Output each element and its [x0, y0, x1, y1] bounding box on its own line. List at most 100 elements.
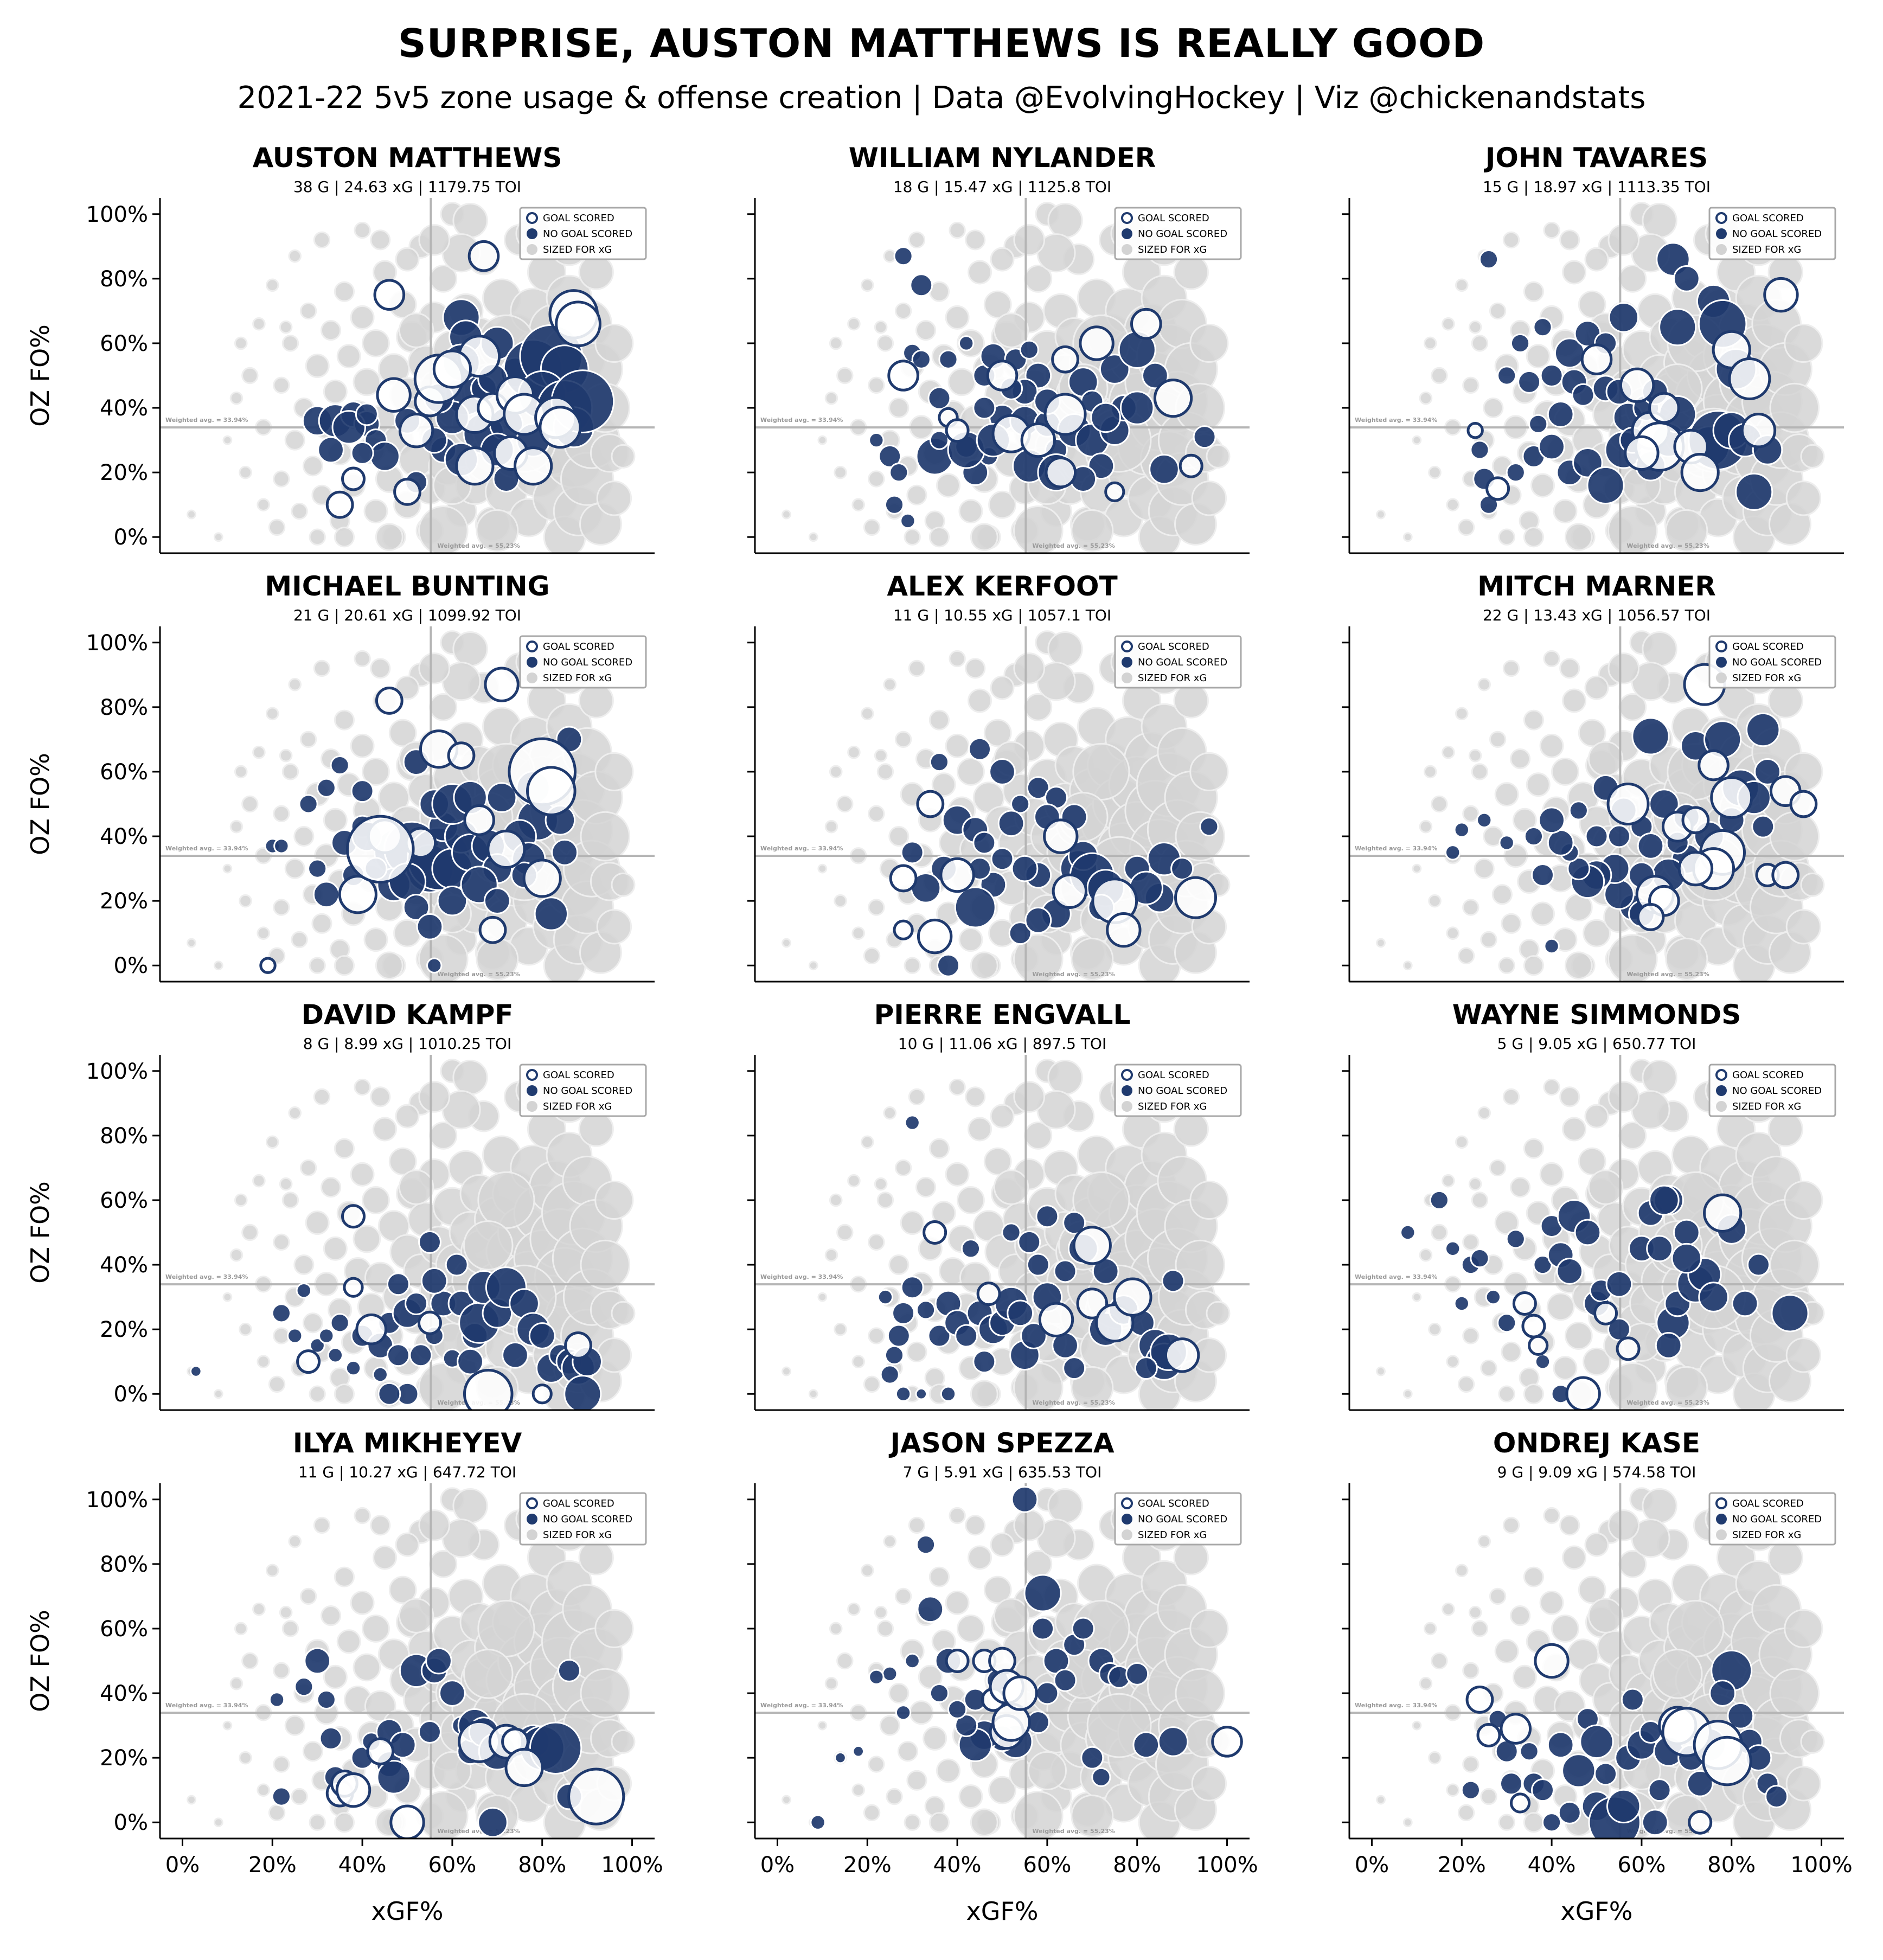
- league-dot: [1800, 872, 1825, 897]
- goal-point: [1072, 1226, 1112, 1265]
- league-dot: [1587, 1598, 1624, 1634]
- league-dot: [578, 683, 614, 719]
- legend-sized-label: SIZED FOR xG: [1138, 672, 1207, 684]
- league-dot: [281, 763, 299, 780]
- player-panel: Weighted avg. = 33.94%Weighted avg. = 55…: [25, 571, 655, 983]
- league-dot: [883, 677, 897, 691]
- league-dot: [398, 312, 434, 348]
- legend: GOAL SCORED NO GOAL SCORED SIZED FOR xG: [1708, 1064, 1836, 1117]
- league-dot: [860, 1135, 874, 1149]
- league-dot: [353, 1653, 381, 1682]
- player-stats: 38 G | 24.63 xG | 1179.75 TOI: [293, 178, 521, 196]
- league-dot: [279, 1605, 293, 1619]
- y-tick-label: 60%: [100, 331, 148, 356]
- shot-point: [940, 1386, 957, 1402]
- league-dot: [1494, 1210, 1519, 1235]
- legend-goal-marker: [1715, 1497, 1727, 1509]
- league-dot: [1471, 1192, 1489, 1209]
- league-dot: [1502, 231, 1520, 249]
- league-dot: [863, 1375, 881, 1393]
- league-dot: [222, 1292, 233, 1302]
- shot-point: [1470, 1248, 1490, 1269]
- goal-point: [1771, 861, 1800, 889]
- legend-sized-marker: [1716, 244, 1727, 255]
- league-dot: [968, 1545, 992, 1570]
- league-dot: [1480, 1788, 1497, 1805]
- shot-point: [1020, 1322, 1047, 1349]
- league-dot: [836, 795, 854, 813]
- goal-point: [1500, 1713, 1532, 1745]
- goal-point: [366, 1737, 395, 1766]
- league-dot: [1446, 1355, 1459, 1368]
- goal-point: [531, 1383, 553, 1405]
- league-dot: [817, 1292, 828, 1302]
- league-dot: [395, 675, 420, 700]
- league-dot: [900, 1210, 925, 1235]
- goal-point: [945, 1649, 970, 1673]
- league-dot: [578, 254, 614, 290]
- x-tick-label: 80%: [518, 1853, 566, 1878]
- league-dot: [323, 1664, 348, 1689]
- league-dot: [1665, 937, 1708, 981]
- league-dot: [398, 1598, 434, 1634]
- league-dot: [949, 221, 966, 239]
- league-dot: [279, 1177, 293, 1191]
- shot-point: [1606, 1789, 1641, 1824]
- legend: GOAL SCORED NO GOAL SCORED SIZED FOR xG: [1114, 635, 1242, 689]
- league-dot: [824, 1676, 838, 1690]
- league-dot: [863, 1804, 881, 1822]
- shot-point: [1026, 776, 1050, 800]
- league-dot: [1477, 677, 1491, 691]
- shot-point: [1727, 1702, 1754, 1730]
- shot-point: [1646, 1235, 1673, 1263]
- league-dot: [1468, 320, 1482, 334]
- goal-point: [467, 240, 500, 272]
- league-dot: [1446, 498, 1459, 511]
- legend-goal-label: GOAL SCORED: [1732, 1498, 1804, 1509]
- x-tick-label: 20%: [248, 1853, 297, 1878]
- league-dot: [863, 518, 881, 536]
- league-dot: [904, 957, 921, 974]
- goal-point: [343, 1277, 364, 1298]
- league-dot: [983, 290, 1012, 319]
- league-dot: [868, 1327, 885, 1344]
- shot-point: [1621, 1688, 1644, 1712]
- shot-point: [1543, 938, 1560, 955]
- league-dot: [1471, 1620, 1489, 1637]
- player-panel: Weighted avg. = 33.94%Weighted avg. = 55…: [1342, 1427, 1853, 1926]
- league-dot: [908, 659, 926, 677]
- league-dot: [1419, 819, 1433, 834]
- shot-point: [1556, 1258, 1584, 1285]
- league-dot: [936, 1758, 961, 1783]
- shot-point: [1497, 1313, 1517, 1333]
- player-name: AUSTON MATTHEWS: [253, 142, 562, 174]
- shot-point: [426, 957, 443, 973]
- league-dot: [336, 1629, 361, 1654]
- shot-point: [1132, 1731, 1160, 1759]
- y-tick-label: 0%: [114, 1382, 148, 1407]
- shot-point: [1035, 1681, 1059, 1705]
- league-dot: [1376, 1366, 1386, 1376]
- legend-nogoal-marker: [527, 1514, 537, 1525]
- player-panel: Weighted avg. = 33.94%Weighted avg. = 55…: [747, 571, 1250, 983]
- player-panel: Weighted avg. = 33.94%Weighted avg. = 55…: [747, 1427, 1258, 1926]
- league-dot: [1489, 731, 1507, 748]
- shot-point: [868, 432, 885, 449]
- plot-area: Weighted avg. = 33.94% Weighted avg. = 55…: [755, 198, 1250, 553]
- goal-point: [1038, 1302, 1074, 1337]
- legend-goal-marker: [1121, 212, 1133, 224]
- shot-point: [1686, 1770, 1714, 1797]
- player-stats: 5 G | 9.05 xG | 650.77 TOI: [1497, 1035, 1696, 1053]
- goal-point: [1593, 1301, 1618, 1325]
- league-dot: [817, 1720, 828, 1731]
- league-dot: [1800, 444, 1825, 469]
- legend-goal-marker: [1715, 212, 1727, 224]
- shot-point: [405, 1292, 428, 1315]
- shot-point: [1035, 1205, 1059, 1228]
- league-dot: [1489, 302, 1507, 320]
- league-dot: [187, 509, 196, 520]
- league-dot: [309, 957, 326, 974]
- league-dot: [477, 1599, 535, 1658]
- league-dot: [1607, 1081, 1640, 1113]
- league-dot: [1767, 1540, 1803, 1575]
